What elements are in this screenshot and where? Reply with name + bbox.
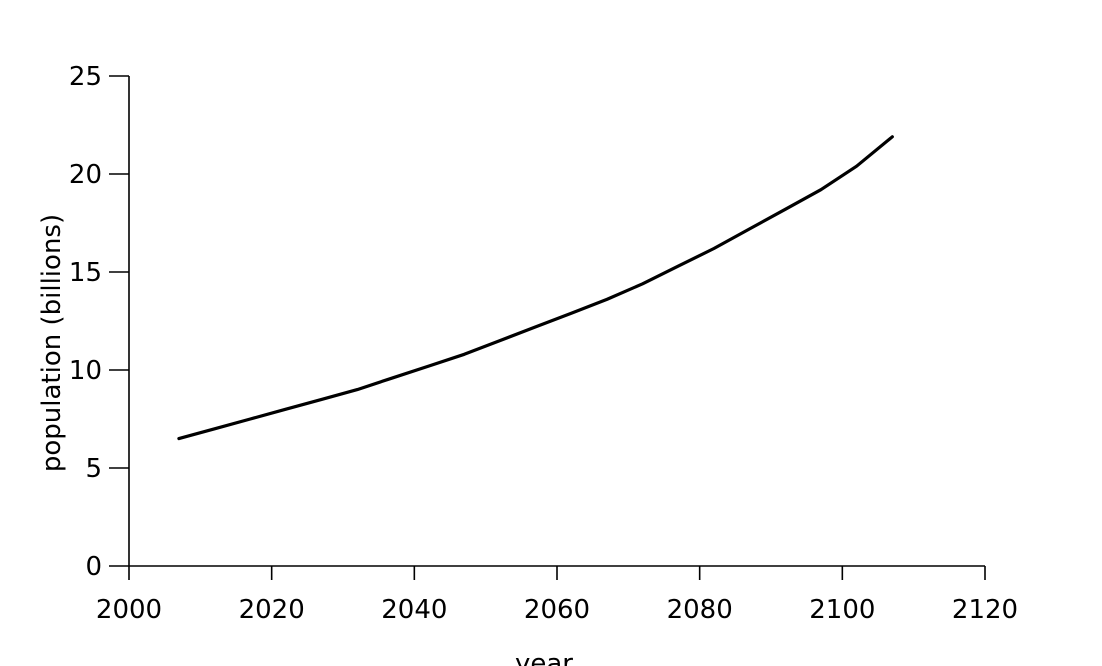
y-tick-label: 15 [69, 258, 102, 288]
y-tick-label: 0 [85, 552, 102, 582]
x-tick-label: 2040 [381, 595, 447, 625]
x-tick-label: 2060 [524, 595, 590, 625]
axes: 0 5 10 15 20 25 2000 2020 2040 2060 2080 2100 2120 [69, 62, 1018, 625]
y-tick-label: 5 [85, 454, 102, 484]
x-tick-label: 2020 [239, 595, 305, 625]
x-tick-label: 2000 [96, 595, 162, 625]
y-axis-title: population (billions) [37, 214, 67, 472]
x-tick-label: 2120 [952, 595, 1018, 625]
y-tick-label: 20 [69, 160, 102, 190]
x-tick-label: 2080 [667, 595, 733, 625]
series-line-0 [177, 135, 894, 441]
y-tick-label: 25 [69, 62, 102, 92]
y-tick-label: 10 [69, 356, 102, 386]
series-group [177, 135, 894, 441]
x-axis-title: year [515, 649, 573, 666]
x-tick-label: 2100 [809, 595, 875, 625]
